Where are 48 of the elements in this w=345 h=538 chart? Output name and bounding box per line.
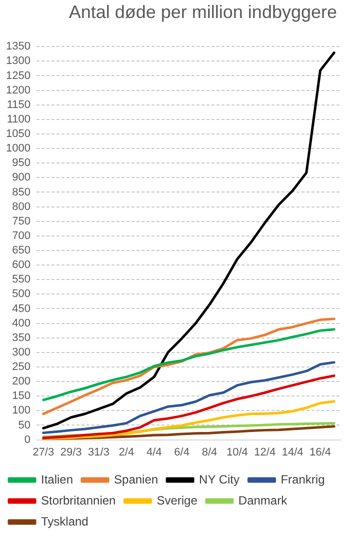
y-tick-label: 850 (12, 186, 30, 198)
y-tick-label: 200 (12, 376, 30, 388)
y-tick-label: 150 (12, 390, 30, 402)
x-tick-label: 4/4 (146, 446, 162, 458)
y-tick-label: 800 (12, 200, 30, 213)
x-tick-label: 2/4 (118, 446, 134, 458)
legend-label: Sverige (156, 493, 198, 508)
y-tick-label: 0 (24, 434, 30, 446)
y-tick-label: 1300 (6, 55, 30, 68)
legend-label: Frankrig (280, 472, 325, 486)
legend-label: Italien (41, 472, 74, 486)
x-tick-label: 6/4 (174, 446, 190, 458)
y-tick-label: 900 (12, 172, 30, 184)
y-tick-label: 400 (12, 317, 30, 330)
y-tick-label: 500 (12, 288, 30, 300)
y-tick-label: 1250 (6, 70, 30, 82)
y-tick-label: 1100 (6, 113, 30, 126)
legend-label: NY City (199, 472, 240, 486)
legend-label: Tyskland (41, 514, 88, 528)
y-tick-label: 450 (12, 302, 30, 315)
x-tick-label: 14/4 (282, 446, 304, 458)
y-tick-label: 100 (12, 404, 30, 417)
x-tick-label: 27/3 (32, 446, 54, 458)
legend-label: Spanien (114, 472, 158, 486)
y-tick-label: 350 (12, 332, 30, 344)
x-tick-label: 16/4 (310, 446, 331, 458)
y-tick-label: 650 (12, 244, 30, 257)
y-tick-label: 750 (12, 215, 30, 228)
chart-title: Antal døde per million indbyggere (68, 2, 337, 23)
legend-label: Storbritannien (41, 493, 116, 508)
x-tick-label: 29/3 (60, 446, 82, 458)
y-tick-label: 250 (12, 361, 30, 374)
y-tick-label: 300 (12, 346, 30, 358)
x-tick-label: 31/3 (88, 446, 110, 458)
y-tick-label: 1150 (6, 98, 30, 111)
y-tick-label: 600 (12, 259, 30, 272)
y-tick-label: 700 (12, 230, 30, 242)
legend-label: Danmark (238, 493, 288, 508)
y-tick-label: 1050 (6, 128, 30, 140)
x-tick-label: 8/4 (202, 446, 218, 458)
y-tick-label: 1350 (6, 40, 30, 53)
y-tick-label: 950 (12, 157, 30, 170)
x-tick-label: 12/4 (254, 446, 276, 458)
y-tick-label: 1200 (6, 84, 30, 96)
y-tick-label: 1000 (6, 142, 30, 155)
y-tick-label: 50 (18, 419, 30, 432)
y-tick-label: 550 (12, 274, 30, 286)
x-tick-label: 10/4 (226, 446, 248, 458)
